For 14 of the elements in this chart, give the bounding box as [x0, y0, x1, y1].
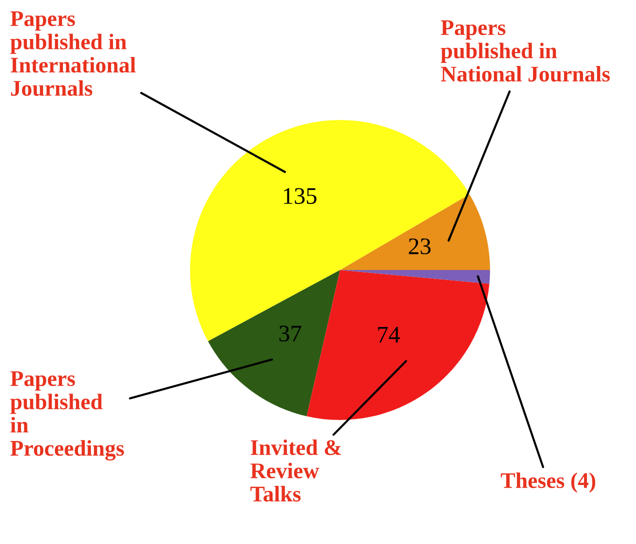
pie-slice: [340, 270, 490, 284]
data-label: 37: [279, 326, 302, 342]
pie-slice: [306, 270, 490, 420]
pie-slice: [340, 194, 490, 270]
slice-label: Invited & Review Talks: [250, 439, 341, 502]
pie-slice: [208, 270, 340, 416]
slice-label: Papers published in National Journals: [440, 20, 610, 82]
data-label: 23: [408, 238, 431, 254]
slice-label: Papers published in Proceedings: [10, 371, 124, 461]
data-label: 74: [378, 326, 400, 342]
data-label: 135: [284, 188, 316, 204]
slice-label: Papers published in International Journals: [10, 11, 136, 96]
slice-label: Theses (4): [500, 472, 596, 493]
pie-slice: [190, 120, 470, 342]
